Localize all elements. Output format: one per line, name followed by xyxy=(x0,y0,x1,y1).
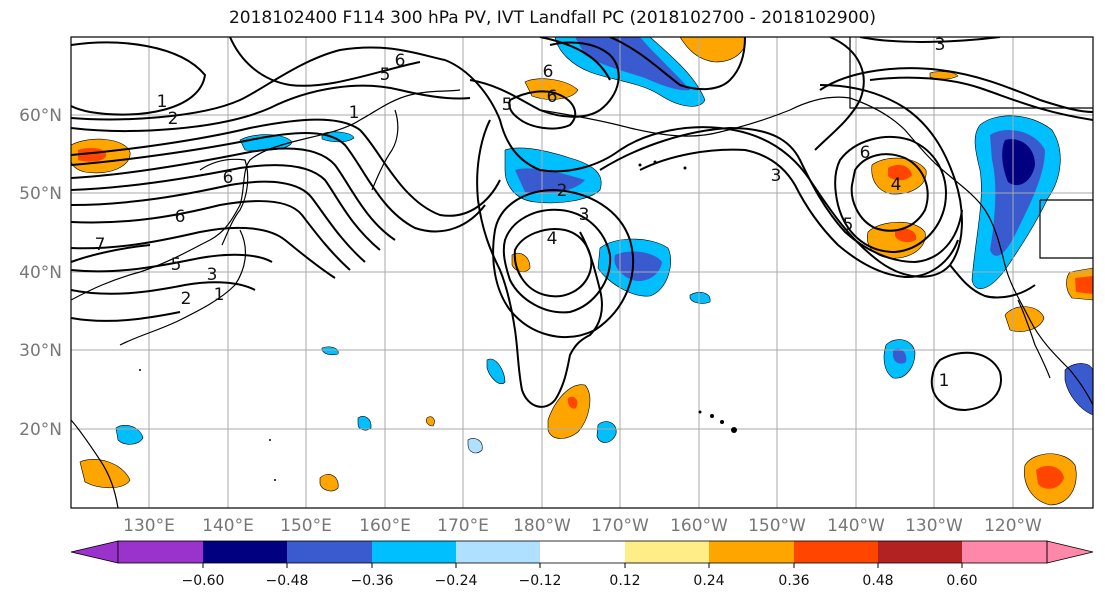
colorbar-extend-low xyxy=(70,540,119,564)
contour-label: 2 xyxy=(168,109,179,129)
colorbar-tick-label: −0.36 xyxy=(351,573,394,589)
blob-small-orange-3 xyxy=(319,474,339,492)
blob-south-orange xyxy=(547,384,591,439)
contour-label: 7 xyxy=(95,235,106,255)
colorbar-segment xyxy=(456,541,541,563)
blob-mex-blue xyxy=(1064,363,1093,416)
lon-label: 170°W xyxy=(591,516,649,536)
contour-label: 6 xyxy=(175,207,186,227)
blob-se-red xyxy=(1036,465,1064,489)
colorbar-tick-label: −0.60 xyxy=(182,573,225,589)
lat-label: 50°N xyxy=(19,184,62,204)
contour-label: 3 xyxy=(207,265,218,285)
contour-label: 5 xyxy=(843,215,854,235)
contour-label: 6 xyxy=(223,168,234,188)
contour-label: 6 xyxy=(860,143,871,163)
map-title: 2018102400 F114 300 hPa PV, IVT Landfall… xyxy=(228,8,876,28)
lat-label: 20°N xyxy=(19,420,62,440)
colorbar-tick-label: 0.60 xyxy=(946,573,977,589)
colorbar-tick-label: 0.12 xyxy=(609,573,640,589)
blob-hawaii-dark xyxy=(893,348,907,364)
lat-label: 60°N xyxy=(19,106,62,126)
contour-labels: 1 2 5 6 1 6 6 7 5 3 2 1 6 6 5 3 4 2 6 3 … xyxy=(95,35,950,391)
contour-label: 3 xyxy=(771,166,782,186)
blob-baja-orange xyxy=(1004,306,1045,332)
contour-label: 1 xyxy=(157,92,168,112)
contour-label: 2 xyxy=(181,289,192,309)
colorbar-segment xyxy=(287,541,372,563)
lat-label: 30°N xyxy=(19,341,62,361)
blob-central-dark xyxy=(515,168,585,194)
contour-label: 6 xyxy=(395,51,406,71)
lon-label: 160°W xyxy=(670,516,728,536)
blob-gulf-red-2 xyxy=(895,228,917,243)
contour-label: 4 xyxy=(547,229,558,249)
colorbar-segment xyxy=(709,541,794,563)
colorbar-segment xyxy=(372,541,457,563)
contour-label: 1 xyxy=(939,371,950,391)
colorbar-segment xyxy=(878,541,963,563)
colorbar-segment xyxy=(962,541,1047,563)
blob-gulf-red xyxy=(888,164,912,181)
blob-sw-orange xyxy=(79,459,131,489)
contour-label: 3 xyxy=(579,205,590,225)
colorbar-tick-label: −0.24 xyxy=(435,573,478,589)
colorbar-tick-label: −0.12 xyxy=(519,573,562,589)
colorbar-tick-label: 0.24 xyxy=(693,573,724,589)
contour-label: 1 xyxy=(214,285,225,305)
blob-south-red xyxy=(567,396,578,409)
colorbar-segment xyxy=(540,541,625,563)
pv-shading xyxy=(71,37,1093,506)
lon-label: 140°E xyxy=(202,516,254,536)
lon-label: 130°W xyxy=(905,516,963,536)
latitude-labels: 60°N 50°N 40°N 30°N 20°N xyxy=(19,106,62,440)
lon-label: 160°E xyxy=(359,516,411,536)
lon-label: 130°E xyxy=(123,516,175,536)
longitude-labels: 130°E 140°E 150°E 160°E 170°E 180°W 170°… xyxy=(123,516,1042,536)
blob-small-blue-5 xyxy=(467,438,483,454)
colorbar: −0.60 −0.48 −0.36 −0.24 −0.12 0.12 0.24 … xyxy=(70,540,1094,589)
colorbar-tick-label: 0.48 xyxy=(862,573,893,589)
lon-label: 170°E xyxy=(437,516,489,536)
blob-sw-blue xyxy=(115,425,144,445)
contour-label: 6 xyxy=(547,87,558,107)
colorbar-extend-high xyxy=(1046,540,1094,564)
islands xyxy=(139,160,737,481)
blob-east-red xyxy=(1075,276,1093,294)
blob-small-blue-7 xyxy=(321,346,339,356)
blob-small-orange-2 xyxy=(426,416,435,427)
blob-midpac-dark xyxy=(614,251,662,282)
colorbar-segment xyxy=(625,541,710,563)
lon-label: 150°W xyxy=(748,516,806,536)
map-frame xyxy=(70,36,1094,509)
pv-contours xyxy=(71,37,1093,412)
lon-label: 180°W xyxy=(513,516,571,536)
lon-label: 140°W xyxy=(827,516,885,536)
contour-label: 5 xyxy=(502,95,513,115)
contour-label: 4 xyxy=(891,175,902,195)
blob-coast-dark xyxy=(1002,139,1035,186)
lat-label: 40°N xyxy=(19,263,62,283)
contour-label: 3 xyxy=(935,35,946,55)
contour-label: 5 xyxy=(171,255,182,275)
blob-small-blue-6 xyxy=(357,416,372,431)
contour-label: 5 xyxy=(380,65,391,85)
blob-small-blue-4 xyxy=(596,421,617,443)
colorbar-segment xyxy=(203,541,288,563)
colorbar-tick-label: −0.48 xyxy=(266,573,309,589)
colorbar-segment xyxy=(794,541,879,563)
lon-label: 120°W xyxy=(984,516,1042,536)
contour-label: 1 xyxy=(349,103,360,123)
colorbar-tick-label: 0.36 xyxy=(778,573,809,589)
contour-label: 6 xyxy=(543,62,554,82)
blob-small-blue-3 xyxy=(486,358,506,385)
contour-label: 2 xyxy=(557,181,568,201)
colorbar-segment xyxy=(118,541,203,563)
lon-label: 150°E xyxy=(280,516,332,536)
